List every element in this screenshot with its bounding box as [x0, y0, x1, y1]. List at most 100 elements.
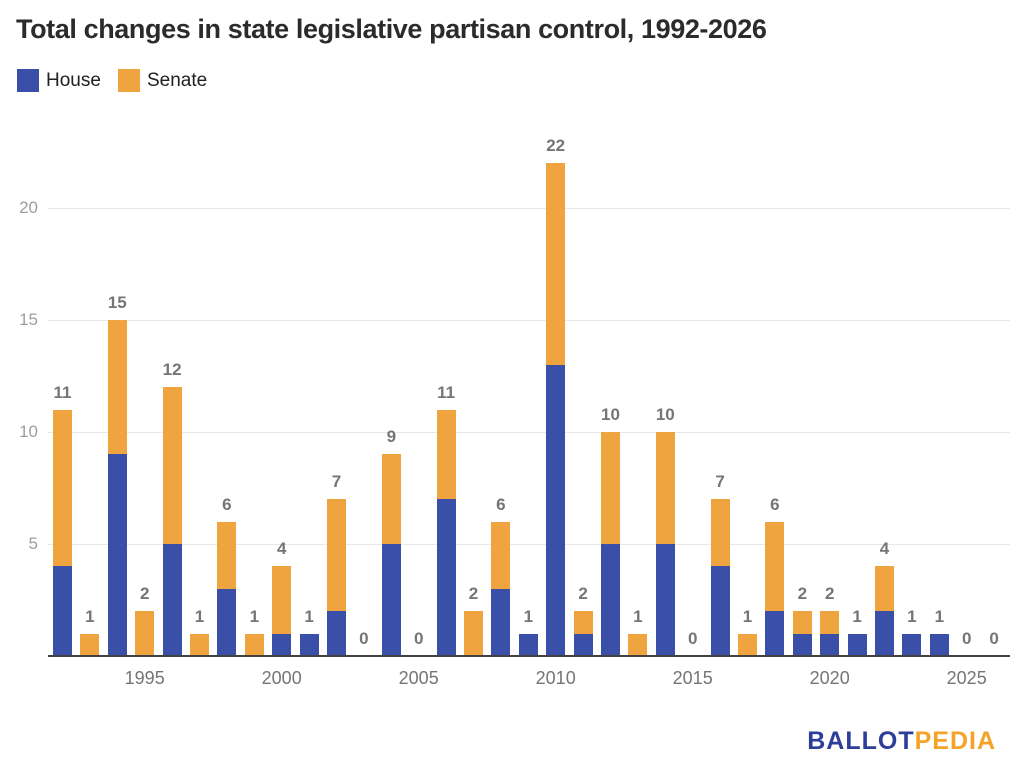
- house-bar-segment: [491, 588, 511, 656]
- gridline: [48, 208, 1010, 209]
- house-bar-segment: [299, 633, 319, 656]
- house-bar-segment: [902, 633, 922, 656]
- bar-total-label: 7: [331, 472, 342, 492]
- house-bar-segment: [327, 611, 346, 656]
- chart-title: Total changes in state legislative parti…: [16, 14, 767, 44]
- house-bar-segment: [929, 633, 949, 656]
- senate-bar-segment: [710, 499, 730, 567]
- house-bar-segment: [847, 633, 867, 656]
- senate-bar-segment: [162, 387, 182, 544]
- ballotpedia-logo-pedia: PEDIA: [914, 727, 996, 755]
- house-bar-segment: [162, 544, 182, 656]
- gridline: [48, 544, 1010, 545]
- bar-total-label: 0: [989, 629, 999, 648]
- house-bar-segment: [765, 611, 785, 656]
- house-bar-segment: [875, 611, 894, 656]
- senate-bar-segment: [190, 633, 209, 656]
- senate-bar-segment: [601, 432, 620, 544]
- bar-total-label: 2: [797, 584, 808, 604]
- senate-bar-segment: [217, 521, 237, 589]
- house-legend-swatch: [17, 69, 39, 92]
- bar-total-label: 4: [879, 539, 890, 559]
- bar-total-label: 22: [546, 136, 566, 156]
- senate-bar-segment: [820, 611, 840, 634]
- bar-total-label: 2: [468, 584, 479, 604]
- bar-total-label: 1: [523, 606, 534, 626]
- senate-legend-swatch: [118, 69, 140, 92]
- bar-total-label: 11: [53, 382, 72, 402]
- house-legend-label: House: [46, 69, 101, 91]
- senate-legend-label: Senate: [147, 69, 208, 91]
- bar-total-label: 10: [655, 405, 675, 424]
- house-bar-segment: [655, 544, 675, 656]
- house-bar-segment: [573, 633, 593, 656]
- senate-bar-segment: [464, 611, 483, 656]
- ballotpedia-logo: BALLOTPEDIA: [807, 727, 996, 756]
- x-tick-label: 2025: [946, 668, 987, 688]
- legend-item-house: House: [17, 69, 101, 92]
- y-tick-label: 5: [28, 534, 38, 553]
- bar-total-label: 1: [304, 606, 314, 626]
- legend-item-senate: Senate: [118, 69, 207, 92]
- x-tick-label: 2000: [261, 668, 302, 688]
- bar-total-label: 2: [824, 584, 835, 604]
- bar-total-label: 0: [359, 629, 369, 648]
- senate-bar-segment: [244, 633, 264, 656]
- bar-total-label: 2: [139, 584, 150, 604]
- senate-bar-segment: [765, 521, 785, 612]
- senate-bar-segment: [573, 611, 593, 634]
- house-bar-segment: [710, 566, 730, 656]
- house-bar-segment: [53, 566, 72, 656]
- bar-total-label: 1: [907, 606, 917, 626]
- bar-total-label: 2: [578, 584, 588, 604]
- senate-bar-segment: [875, 566, 894, 612]
- house-bar-segment: [217, 588, 237, 656]
- bar-total-label: 1: [85, 606, 95, 626]
- senate-bar-segment: [80, 633, 100, 656]
- house-bar-segment: [601, 544, 620, 656]
- bar-total-label: 10: [601, 405, 620, 424]
- senate-bar-segment: [107, 320, 127, 455]
- senate-bar-segment: [655, 432, 675, 544]
- y-tick-label: 20: [19, 198, 38, 217]
- senate-bar-segment: [272, 566, 292, 634]
- bar-total-label: 6: [222, 494, 232, 514]
- gridline: [48, 432, 1010, 433]
- bar-total-label: 6: [770, 494, 780, 514]
- bar-total-label: 9: [386, 427, 397, 447]
- bar-total-label: 7: [715, 472, 725, 492]
- senate-bar-segment: [327, 499, 346, 612]
- senate-bar-segment: [381, 454, 401, 544]
- bar-total-label: 15: [107, 293, 127, 312]
- senate-bar-segment: [436, 409, 456, 500]
- bar-total-label: 4: [276, 539, 287, 559]
- senate-bar-segment: [53, 409, 72, 567]
- senate-bar-segment: [546, 163, 566, 365]
- bar-total-label: 11: [437, 382, 456, 402]
- house-bar-segment: [546, 364, 566, 656]
- x-tick-label: 2020: [809, 668, 850, 688]
- x-tick-label: 2015: [672, 668, 713, 688]
- bar-total-label: 12: [162, 360, 182, 380]
- house-bar-segment: [792, 633, 812, 656]
- senate-bar-segment: [738, 633, 757, 656]
- house-bar-segment: [107, 454, 127, 656]
- house-bar-segment: [820, 633, 840, 656]
- house-bar-segment: [272, 633, 292, 656]
- x-tick-label: 2005: [398, 668, 439, 688]
- bar-total-label: 0: [687, 629, 698, 648]
- gridline: [48, 320, 1010, 321]
- house-bar-segment: [518, 633, 538, 656]
- house-bar-segment: [436, 499, 456, 656]
- bar-total-label: 1: [194, 606, 205, 626]
- senate-bar-segment: [135, 611, 155, 656]
- bar-total-label: 6: [496, 494, 506, 514]
- bar-total-label: 0: [413, 629, 424, 648]
- bar-total-label: 1: [633, 606, 643, 626]
- y-tick-label: 10: [19, 422, 38, 441]
- bar-total-label: 1: [742, 606, 753, 626]
- x-tick-label: 1995: [124, 668, 165, 688]
- bar-total-label: 1: [852, 606, 862, 626]
